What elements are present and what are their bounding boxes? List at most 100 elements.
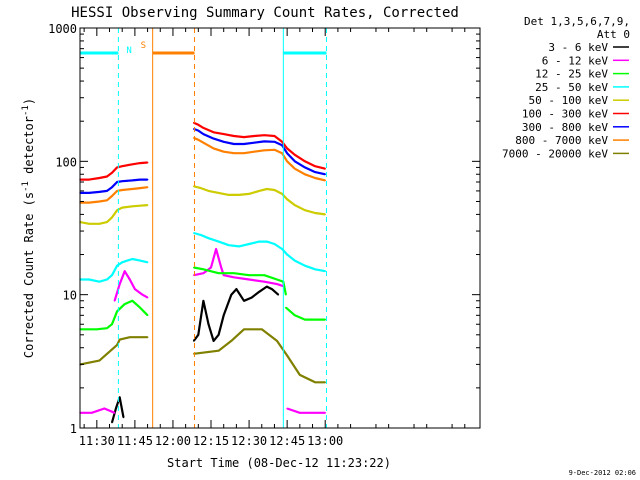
chart-title: HESSI Observing Summary Count Rates, Cor… bbox=[71, 5, 459, 21]
data-point bbox=[131, 205, 134, 208]
legend-label: 6 - 12 keV bbox=[542, 54, 609, 67]
series-line-2-0 bbox=[80, 407, 116, 414]
data-point bbox=[197, 139, 200, 141]
data-point bbox=[98, 359, 101, 362]
data-point bbox=[243, 136, 245, 138]
series-line-3-2 bbox=[285, 306, 326, 321]
data-point bbox=[88, 178, 90, 181]
data-point bbox=[314, 165, 316, 167]
data-point bbox=[131, 258, 134, 260]
data-point bbox=[299, 412, 301, 414]
data-point bbox=[266, 240, 268, 243]
data-point bbox=[193, 340, 195, 342]
data-point bbox=[122, 416, 125, 419]
data-point bbox=[294, 154, 296, 156]
series-line-1-0 bbox=[110, 396, 125, 423]
data-point bbox=[111, 195, 113, 197]
data-point bbox=[146, 296, 149, 299]
data-point bbox=[238, 194, 240, 196]
data-point bbox=[276, 340, 278, 342]
legend-label: 25 - 50 keV bbox=[535, 81, 608, 94]
legend-label: 50 - 100 keV bbox=[529, 94, 609, 107]
data-point bbox=[197, 124, 200, 126]
data-point bbox=[311, 412, 314, 414]
data-point bbox=[121, 261, 123, 264]
data-point bbox=[253, 141, 255, 144]
y-axis-label-exp1: -1 bbox=[21, 181, 31, 192]
data-point bbox=[222, 141, 225, 143]
data-point bbox=[106, 190, 108, 192]
data-point bbox=[113, 300, 116, 302]
y-axis-label-exp2: -1 bbox=[21, 105, 31, 116]
y-axis-label-end: ) bbox=[22, 98, 36, 105]
data-point bbox=[314, 381, 316, 384]
y-tick-label: 1 bbox=[70, 422, 77, 436]
series-line-2-3 bbox=[286, 407, 326, 414]
x-tick-label: 12:15 bbox=[193, 434, 229, 448]
y-axis: 1 10 100 1000 bbox=[48, 22, 480, 436]
series-layer bbox=[79, 121, 327, 424]
data-point bbox=[294, 314, 296, 317]
legend-label: 7000 - 20000 keV bbox=[502, 147, 608, 160]
x-axis: 11:30 11:45 12:00 12:15 12:30 12:45 13:00 bbox=[79, 28, 466, 448]
data-point bbox=[248, 193, 250, 195]
data-point bbox=[286, 198, 288, 200]
data-point bbox=[263, 134, 266, 136]
data-point bbox=[207, 237, 210, 239]
data-point bbox=[286, 147, 288, 150]
data-point bbox=[273, 189, 276, 191]
data-point bbox=[294, 259, 296, 262]
data-point bbox=[113, 412, 116, 414]
data-point bbox=[324, 270, 327, 273]
data-point bbox=[118, 338, 121, 341]
data-point bbox=[126, 259, 129, 262]
data-point bbox=[220, 266, 222, 269]
data-point bbox=[111, 172, 113, 174]
series-line-0-0 bbox=[79, 336, 148, 366]
data-point bbox=[202, 141, 205, 144]
data-point bbox=[111, 186, 113, 188]
data-point bbox=[304, 209, 306, 211]
data-point bbox=[202, 127, 205, 129]
data-point bbox=[88, 201, 90, 204]
series-line-3-0 bbox=[80, 299, 149, 331]
data-point bbox=[258, 291, 261, 293]
data-point bbox=[106, 327, 108, 330]
data-point bbox=[217, 272, 220, 275]
data-point bbox=[116, 310, 118, 313]
data-point bbox=[261, 328, 263, 331]
data-point bbox=[88, 192, 90, 194]
data-point bbox=[139, 204, 141, 207]
data-point bbox=[258, 240, 261, 243]
data-point bbox=[248, 278, 250, 281]
data-point bbox=[103, 407, 106, 410]
data-point bbox=[314, 268, 316, 271]
legend-header-detectors: Det 1,3,5,6,7,9, bbox=[524, 15, 630, 28]
data-point bbox=[286, 160, 288, 163]
y-tick-label: 10 bbox=[63, 289, 77, 303]
data-point bbox=[121, 165, 123, 167]
data-point bbox=[263, 140, 266, 143]
data-point bbox=[314, 171, 316, 173]
data-point bbox=[131, 300, 134, 302]
data-point bbox=[222, 133, 225, 135]
data-point bbox=[217, 334, 220, 336]
x-tick-label: 11:30 bbox=[79, 434, 115, 448]
data-point bbox=[106, 175, 108, 178]
data-point bbox=[324, 167, 327, 170]
data-point bbox=[230, 340, 233, 342]
data-point bbox=[273, 141, 276, 143]
data-point bbox=[324, 179, 327, 182]
series-line-7-1 bbox=[193, 127, 326, 176]
data-point bbox=[248, 274, 250, 277]
data-point bbox=[129, 336, 131, 339]
data-point bbox=[281, 144, 283, 147]
data-point bbox=[258, 190, 261, 192]
data-point bbox=[131, 179, 134, 182]
data-point bbox=[146, 336, 149, 339]
data-point bbox=[118, 396, 121, 399]
data-point bbox=[238, 245, 240, 248]
data-point bbox=[233, 135, 235, 137]
data-point bbox=[131, 163, 134, 166]
